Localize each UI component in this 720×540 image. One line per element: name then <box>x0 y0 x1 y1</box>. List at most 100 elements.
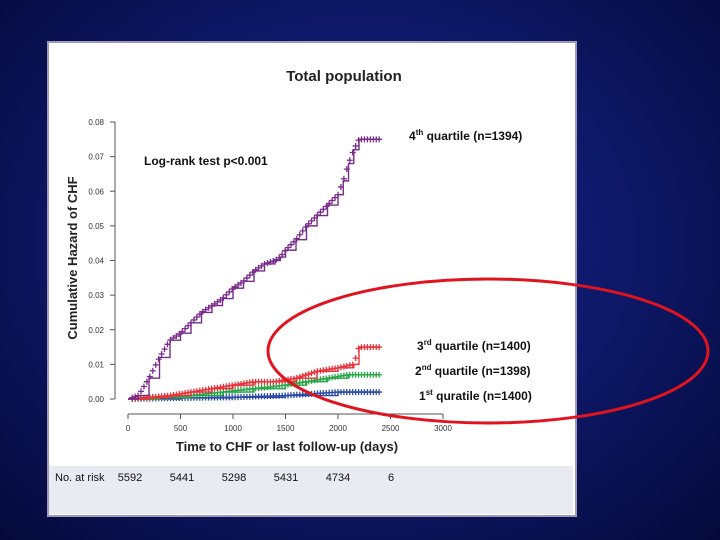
censor-marker <box>355 345 362 352</box>
censor-marker <box>223 291 230 298</box>
censor-marker <box>346 157 353 164</box>
risk-value: 5592 <box>118 472 142 484</box>
censor-marker <box>299 373 306 380</box>
risk-value: 5298 <box>222 472 246 484</box>
censor-marker <box>376 136 383 143</box>
risk-value: 5441 <box>170 472 194 484</box>
censor-marker <box>220 294 227 301</box>
censor-marker <box>343 166 350 173</box>
censor-marker <box>161 346 168 353</box>
censor-marker <box>261 260 268 267</box>
censor-marker <box>349 149 356 156</box>
censor-marker <box>332 194 339 201</box>
y-tick-label: 0.08 <box>88 118 104 127</box>
censor-marker <box>302 372 309 379</box>
censor-marker <box>193 314 200 321</box>
censor-marker <box>355 137 362 144</box>
censor-marker <box>285 244 292 251</box>
censor-marker <box>185 322 192 329</box>
censor-marker <box>264 259 271 266</box>
risk-table-label: No. at risk <box>55 472 105 484</box>
censor-marker <box>138 388 145 395</box>
censor-marker <box>305 220 312 227</box>
chart-annotation: Log-rank test p<0.001 <box>144 154 268 168</box>
censor-marker <box>293 374 300 381</box>
risk-table-band <box>49 466 573 514</box>
censor-marker <box>299 227 306 234</box>
censor-marker <box>267 259 274 266</box>
x-tick-label: 1000 <box>224 424 242 433</box>
series-label: 1st quratile (n=1400) <box>419 388 532 403</box>
censor-marker <box>164 341 171 348</box>
y-tick-label: 0.05 <box>88 222 104 231</box>
censor-marker <box>146 373 153 380</box>
censor-marker <box>190 316 197 323</box>
censor-marker <box>376 389 383 396</box>
censor-marker <box>140 383 147 390</box>
x-tick-label: 3000 <box>434 424 452 433</box>
censor-marker <box>246 272 253 279</box>
censor-marker <box>352 355 359 362</box>
x-tick-label: 500 <box>174 424 188 433</box>
series-labels-group: 4th quartile (n=1394) 3rd quartile (n=140… <box>409 128 532 403</box>
censor-marker <box>155 356 162 363</box>
censor-marker <box>340 175 347 182</box>
x-tick-label: 2500 <box>382 424 400 433</box>
censor-marker <box>337 183 344 190</box>
censor-marker <box>317 209 324 216</box>
y-tick-label: 0.01 <box>88 360 104 369</box>
censor-marker <box>158 350 165 357</box>
censor-marker <box>129 394 136 401</box>
risk-value: 4734 <box>326 472 350 484</box>
y-tick-label: 0.03 <box>88 291 104 300</box>
censor-marker <box>240 277 247 284</box>
censor-marker <box>308 370 315 377</box>
censor-marker <box>149 367 156 374</box>
highlight-ellipse <box>266 277 710 425</box>
censor-marker <box>320 206 327 213</box>
censor-marker <box>243 274 250 281</box>
censor-marker <box>143 378 150 385</box>
censor-marker <box>352 142 359 149</box>
y-axis-label: Cumulative Hazard of CHF <box>65 176 80 339</box>
y-tick-label: 0.06 <box>88 187 104 196</box>
censor-marker <box>188 319 194 326</box>
risk-value: 6 <box>388 472 394 484</box>
censor-marker <box>323 203 330 210</box>
x-tick-label: 0 <box>126 424 131 433</box>
risk-values-group: 5592 5441 5298 5431 4734 6 <box>118 472 394 484</box>
censor-marker <box>132 393 139 400</box>
censor-marker <box>226 288 233 295</box>
censor-marker <box>293 235 300 242</box>
x-axis-label: Time to CHF or last follow-up (days) <box>176 439 398 454</box>
censor-marker <box>179 328 186 335</box>
chart-title: Total population <box>286 68 402 85</box>
censor-marker <box>305 371 312 378</box>
censor-marker <box>376 344 383 351</box>
censor-marker <box>314 212 321 219</box>
censor-marker <box>287 241 294 248</box>
censor-marker <box>276 254 283 261</box>
censor-marker <box>282 247 289 254</box>
axes-group: 0.00 0.01 0.02 0.03 0.04 0.05 0.06 0.07 0.08 0 500… <box>88 118 452 433</box>
x-tick-label: 1500 <box>277 424 295 433</box>
censor-marker <box>279 251 286 258</box>
censor-marker <box>311 214 318 221</box>
censor-marker <box>335 191 341 198</box>
y-tick-label: 0.07 <box>88 153 104 162</box>
risk-value: 5431 <box>274 472 298 484</box>
x-tick-label: 2000 <box>329 424 347 433</box>
censor-marker <box>296 231 303 238</box>
series-group <box>128 136 383 402</box>
censor-marker <box>135 392 142 399</box>
censor-marker <box>376 371 383 378</box>
y-tick-label: 0.00 <box>88 395 104 404</box>
series-label: 3rd quartile (n=1400) <box>417 338 531 353</box>
series-label: 2nd quartile (n=1398) <box>415 363 531 378</box>
censor-marker <box>290 238 297 245</box>
censor-marker <box>302 223 309 230</box>
y-tick-label: 0.04 <box>88 257 104 266</box>
censor-marker <box>308 217 315 224</box>
